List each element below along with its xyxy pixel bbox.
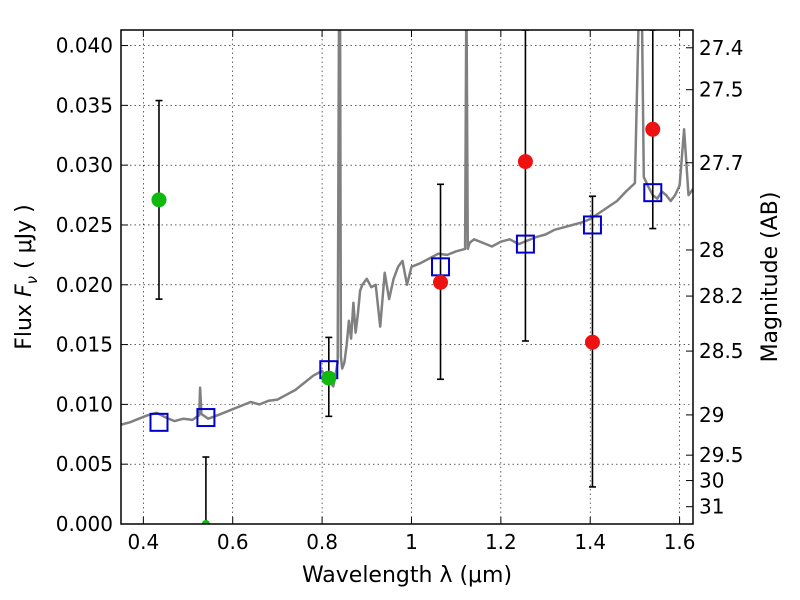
axes: 0.4 0.6 0.8 1 1.2 1.4 1.6 0.000 0.005 0.010 0.015 0… [56,30,744,554]
x-axis-label: Wavelength λ (μm) [302,563,512,588]
x-tick-label: 0.4 [127,530,159,554]
y2-tick-label: 27.4 [699,36,744,60]
y-tick-label: 0.010 [56,392,113,416]
y-axis-label: Flux Fν ( μJy ) [12,204,41,349]
y2-tick-label: 28.2 [699,284,744,308]
model-photometry-marker [582,215,602,235]
x-tick-label: 1.4 [574,530,606,554]
detection-point [321,370,337,386]
non-detection-point [517,154,533,170]
grid-lines [121,30,693,525]
x-tick-label: 0.6 [217,530,249,554]
model-photometry-marker [149,412,169,432]
y-axis-label-unit: ( μJy ) [12,204,37,276]
x-tick-label: 1 [405,530,418,554]
y-tick-label: 0.040 [56,34,113,58]
y2-axis-label: Magnitude (AB) [758,192,783,363]
y2-tick-label: 28.5 [699,339,744,363]
non-detection-point [433,274,449,290]
y-tick-label: 0.005 [56,452,113,476]
y2-tick-label: 29 [699,403,724,427]
y2-tick-label: 27.7 [699,151,744,175]
model-photometry-marker [515,234,535,254]
non-detection-point [645,121,661,137]
model-spectrum-line [121,30,693,426]
y-tick-label: 0.015 [56,333,113,357]
y2-tick-label: 27.5 [699,78,744,102]
x-tick-label: 1.6 [664,530,696,554]
y-tick-label: 0.035 [56,93,113,117]
x-tick-label: 0.8 [306,530,338,554]
y-axis-label-prefix: Flux [12,297,37,350]
upper-limit-point [201,520,210,524]
series-layer [121,30,693,524]
y2-tick-label: 28 [699,238,724,262]
y-tick-label: 0.025 [56,213,113,237]
model-photometry-marker [643,183,663,203]
y-axis-label-variable: F [12,284,37,297]
non-detection-point [584,334,600,350]
x-tick-label: 1.2 [485,530,517,554]
y-tick-label: 0.000 [56,512,113,536]
y2-tick-label: 29.5 [699,443,744,467]
model-photometry-marker [196,408,216,428]
y2-tick-label: 30 [699,469,724,493]
y-tick-label: 0.030 [56,153,113,177]
plot-frame [120,29,694,525]
y-axis-label-subscript: ν [23,276,41,284]
y2-tick-label: 31 [699,495,724,519]
detection-point [151,192,167,208]
y-tick-label: 0.020 [56,273,113,297]
